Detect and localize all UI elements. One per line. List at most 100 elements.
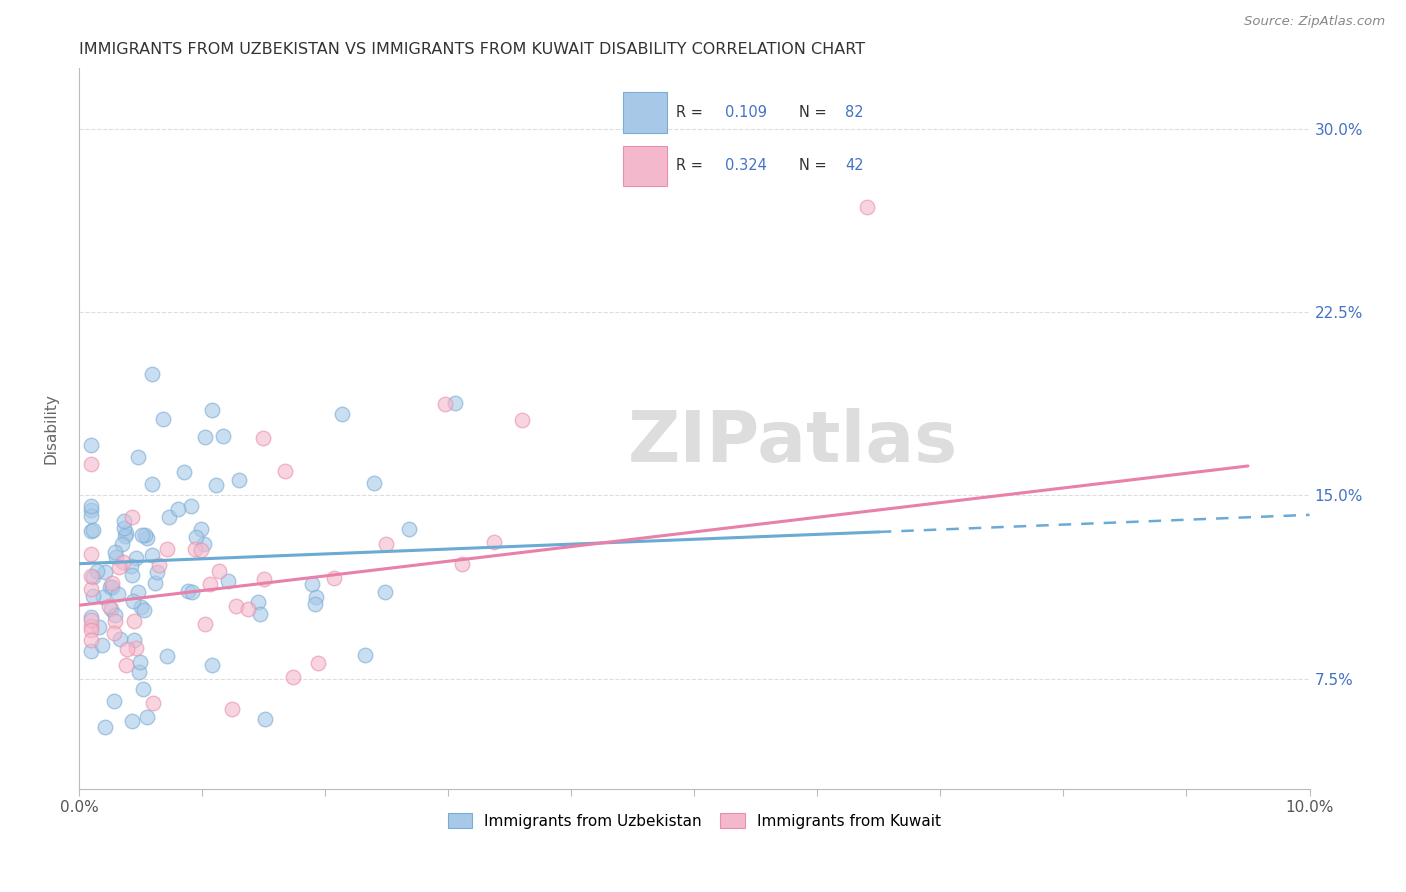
Point	[180, 499, 202, 513]
Point	[855, 200, 877, 214]
Point	[87, 620, 110, 634]
Point	[177, 583, 200, 598]
Point	[103, 694, 125, 708]
Point	[167, 501, 190, 516]
Point	[129, 600, 152, 615]
Point	[104, 614, 127, 628]
Y-axis label: Disability: Disability	[44, 392, 58, 464]
Point	[82, 570, 104, 584]
Point	[80, 508, 103, 523]
Point	[114, 528, 136, 542]
Point	[155, 542, 177, 557]
Point	[90, 638, 112, 652]
Point	[217, 574, 239, 588]
Point	[307, 656, 329, 670]
Point	[510, 413, 533, 427]
Point	[194, 616, 217, 631]
Point	[146, 565, 169, 579]
Text: IMMIGRANTS FROM UZBEKISTAN VS IMMIGRANTS FROM KUWAIT DISABILITY CORRELATION CHAR: IMMIGRANTS FROM UZBEKISTAN VS IMMIGRANTS…	[79, 42, 865, 57]
Point	[80, 500, 103, 514]
Point	[131, 528, 153, 542]
Point	[125, 640, 148, 655]
Point	[80, 503, 103, 517]
Point	[98, 580, 121, 594]
Point	[236, 602, 259, 616]
Point	[122, 594, 145, 608]
Point	[105, 549, 128, 564]
Point	[104, 608, 127, 623]
Point	[107, 586, 129, 600]
Text: Source: ZipAtlas.com: Source: ZipAtlas.com	[1244, 15, 1385, 29]
Point	[91, 590, 114, 604]
Point	[121, 567, 143, 582]
Point	[225, 599, 247, 613]
Point	[252, 431, 274, 445]
Point	[221, 702, 243, 716]
Point	[93, 565, 115, 579]
Point	[101, 576, 124, 591]
Point	[157, 510, 180, 524]
Point	[121, 714, 143, 728]
Point	[82, 524, 104, 538]
Point	[434, 397, 457, 411]
Point	[304, 591, 326, 605]
Point	[253, 712, 276, 726]
Point	[117, 642, 139, 657]
Point	[80, 632, 103, 647]
Point	[183, 541, 205, 556]
Point	[173, 465, 195, 479]
Point	[363, 475, 385, 490]
Point	[141, 548, 163, 562]
Point	[80, 438, 103, 452]
Point	[148, 558, 170, 572]
Point	[204, 477, 226, 491]
Point	[80, 524, 103, 538]
Point	[201, 403, 224, 417]
Point	[136, 531, 159, 545]
Point	[101, 580, 124, 594]
Point	[94, 720, 117, 734]
Point	[134, 527, 156, 541]
Point	[114, 514, 136, 528]
Point	[201, 657, 224, 672]
Point	[451, 558, 474, 572]
Point	[186, 530, 208, 544]
Point	[80, 644, 103, 658]
Point	[134, 603, 156, 617]
Legend: Immigrants from Uzbekistan, Immigrants from Kuwait: Immigrants from Uzbekistan, Immigrants f…	[441, 807, 948, 835]
Point	[398, 522, 420, 536]
Point	[142, 696, 165, 710]
Point	[304, 598, 326, 612]
Point	[136, 710, 159, 724]
Point	[200, 576, 222, 591]
Point	[128, 665, 150, 679]
Point	[301, 577, 323, 591]
Point	[82, 589, 104, 603]
Point	[115, 657, 138, 672]
Point	[104, 545, 127, 559]
Point	[127, 450, 149, 464]
Point	[274, 464, 297, 478]
Point	[111, 537, 134, 551]
Point	[181, 585, 204, 599]
Point	[156, 648, 179, 663]
Point	[80, 613, 103, 627]
Point	[80, 582, 103, 596]
Point	[141, 367, 163, 381]
Point	[374, 584, 396, 599]
Point	[208, 564, 231, 578]
Point	[190, 523, 212, 537]
Point	[122, 614, 145, 628]
Point	[80, 624, 103, 638]
Point	[143, 576, 166, 591]
Point	[443, 396, 465, 410]
Point	[190, 543, 212, 558]
Point	[122, 632, 145, 647]
Point	[281, 670, 304, 684]
Point	[141, 476, 163, 491]
Point	[103, 625, 125, 640]
Point	[212, 429, 235, 443]
Point	[353, 648, 375, 662]
Point	[228, 473, 250, 487]
Point	[129, 656, 152, 670]
